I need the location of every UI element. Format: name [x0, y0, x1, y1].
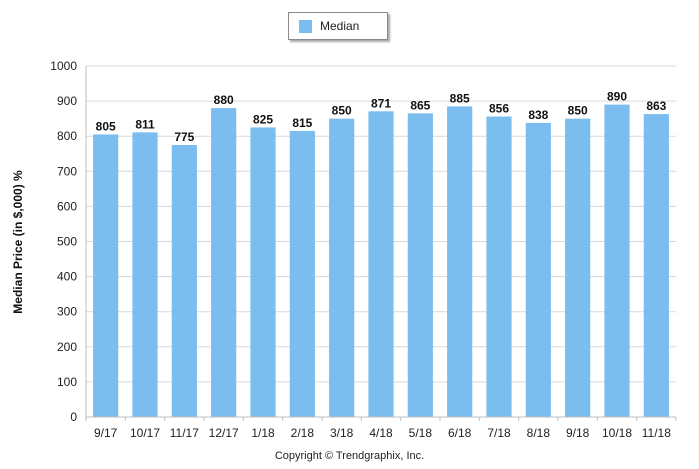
- bar-8-18: [525, 122, 551, 417]
- x-tick-label: 8/18: [527, 426, 551, 440]
- bars: [93, 104, 669, 418]
- y-tick-label: 0: [70, 410, 77, 424]
- x-tick-label: 9/18: [566, 426, 590, 440]
- x-tick-label: 10/17: [130, 426, 160, 440]
- y-tick-label: 100: [57, 375, 77, 389]
- data-label: 815: [292, 116, 312, 130]
- data-label: 805: [96, 119, 116, 133]
- data-label: 865: [410, 98, 430, 112]
- x-tick-label: 12/17: [209, 426, 239, 440]
- data-label: 885: [450, 91, 470, 105]
- bar-9-17: [93, 134, 119, 417]
- bar-11-18: [643, 114, 669, 417]
- x-tick-label: 2/18: [291, 426, 315, 440]
- y-tick-label: 400: [57, 270, 77, 284]
- y-tick-label: 900: [57, 94, 77, 108]
- data-label: 811: [135, 117, 155, 131]
- bar-2-18: [289, 130, 315, 417]
- data-label: 850: [332, 104, 352, 118]
- y-tick-label: 600: [57, 199, 77, 213]
- data-label: 871: [371, 96, 391, 110]
- y-axis-title: Median Price (in $,000) %: [11, 170, 25, 314]
- x-tick-label: 9/17: [94, 426, 118, 440]
- x-tick-label: 3/18: [330, 426, 354, 440]
- x-tick-label: 4/18: [369, 426, 393, 440]
- y-tick-label: 700: [57, 164, 77, 178]
- bar-9-18: [565, 118, 591, 418]
- data-labels: 805 811 775 880 825 815 850 871 865 885 856 838 850 8…: [96, 90, 667, 144]
- y-tick-label: 800: [57, 129, 77, 143]
- bar-11-17: [171, 144, 197, 417]
- legend-swatch-median: [299, 19, 312, 33]
- data-label: 890: [607, 90, 627, 104]
- x-tick-label: 10/18: [602, 426, 632, 440]
- bar-12-17: [211, 108, 237, 418]
- x-tick-label: 11/17: [170, 426, 199, 440]
- x-tick-label: 5/18: [409, 426, 433, 440]
- bar-1-18: [250, 127, 276, 418]
- data-label: 856: [489, 102, 509, 116]
- x-tick-label: 1/18: [251, 426, 275, 440]
- bar-10-17: [132, 132, 158, 418]
- bar-5-18: [407, 113, 433, 417]
- copyright-text: Copyright © Trendgraphix, Inc.: [274, 450, 425, 462]
- x-tick-label: 7/18: [487, 426, 511, 440]
- y-tick-label: 500: [57, 235, 77, 249]
- data-label: 880: [214, 93, 234, 107]
- data-label: 838: [528, 108, 548, 122]
- bar-6-18: [447, 106, 473, 418]
- y-tick-label: 200: [57, 340, 77, 354]
- data-label: 863: [646, 99, 666, 113]
- y-tick-label: 1000: [50, 59, 77, 73]
- x-tick-label: 11/18: [642, 426, 671, 440]
- data-label: 825: [253, 112, 273, 126]
- legend-label-median: Median: [320, 19, 360, 33]
- bar-4-18: [368, 111, 394, 418]
- bar-3-18: [329, 118, 355, 418]
- data-label: 850: [568, 104, 588, 118]
- x-tick-label: 6/18: [448, 426, 472, 440]
- legend: Median: [288, 12, 388, 40]
- bar-7-18: [486, 116, 512, 417]
- axes: 0 100 200 300 400 500 600 700 800 900 1000 9/17 10/1…: [50, 59, 677, 440]
- y-tick-label: 300: [57, 305, 77, 319]
- data-label: 775: [174, 130, 194, 144]
- bar-10-18: [604, 104, 630, 418]
